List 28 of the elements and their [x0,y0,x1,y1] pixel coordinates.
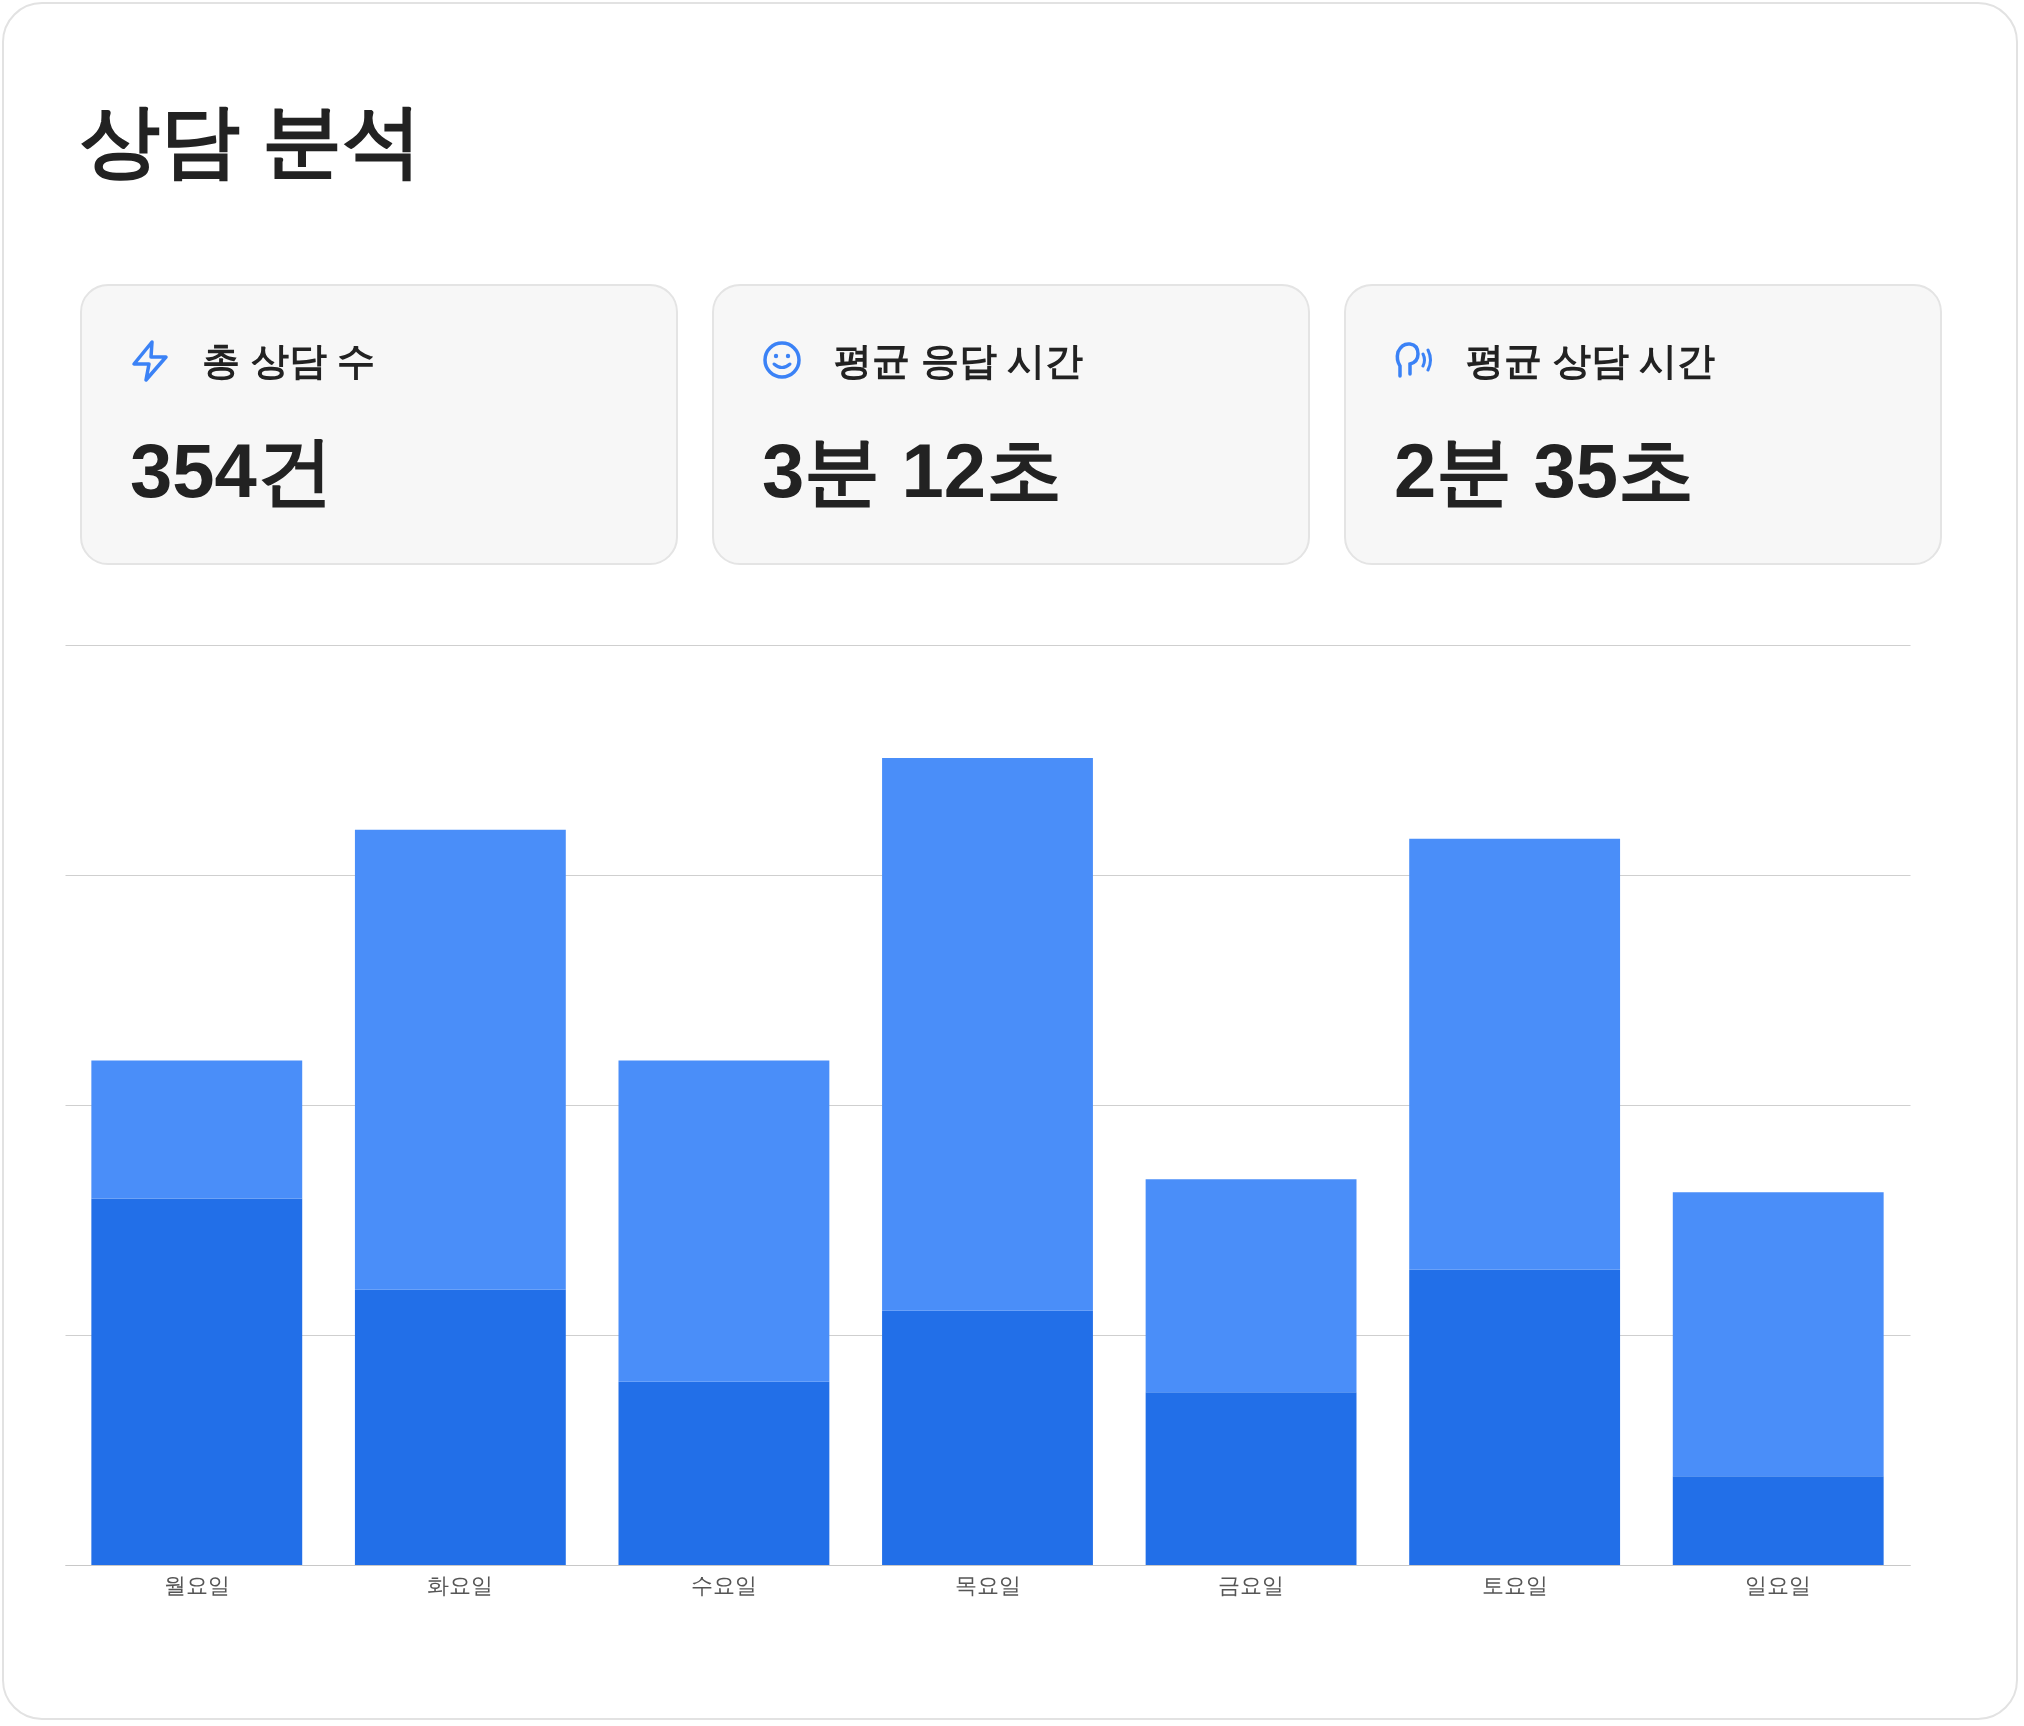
bar [1145,1392,1357,1565]
x-tick-label: 금요일 [1218,1572,1285,1598]
x-tick-label: 월요일 [163,1572,230,1598]
text: 평균 상담 시간 [1466,339,1716,384]
bar [882,757,1093,1311]
text: 3분 12초 [762,427,1062,515]
text: 상담 분석 [80,95,423,187]
bar [1672,1476,1884,1565]
x-tick-label: 토요일 [1481,1572,1548,1598]
x-tick-label: 화요일 [427,1572,494,1598]
bar [882,1310,1093,1565]
x-tick-label: 목요일 [954,1572,1021,1598]
text: 2분 35초 [1394,427,1694,515]
bar [354,829,566,1290]
bar [1145,1179,1357,1393]
x-tick-label: 일요일 [1745,1572,1812,1598]
bar [91,1060,303,1199]
text: 총 상담 수 [202,339,376,384]
text: 평균 응답 시간 [834,339,1084,384]
bar [1409,838,1621,1270]
bar [618,1060,830,1382]
bar [354,1289,566,1565]
bar [618,1381,830,1565]
bar [1409,1269,1621,1565]
bar [1672,1192,1884,1477]
text: 354건 [130,427,333,515]
x-tick-label: 수요일 [690,1572,757,1598]
bar [91,1198,303,1565]
